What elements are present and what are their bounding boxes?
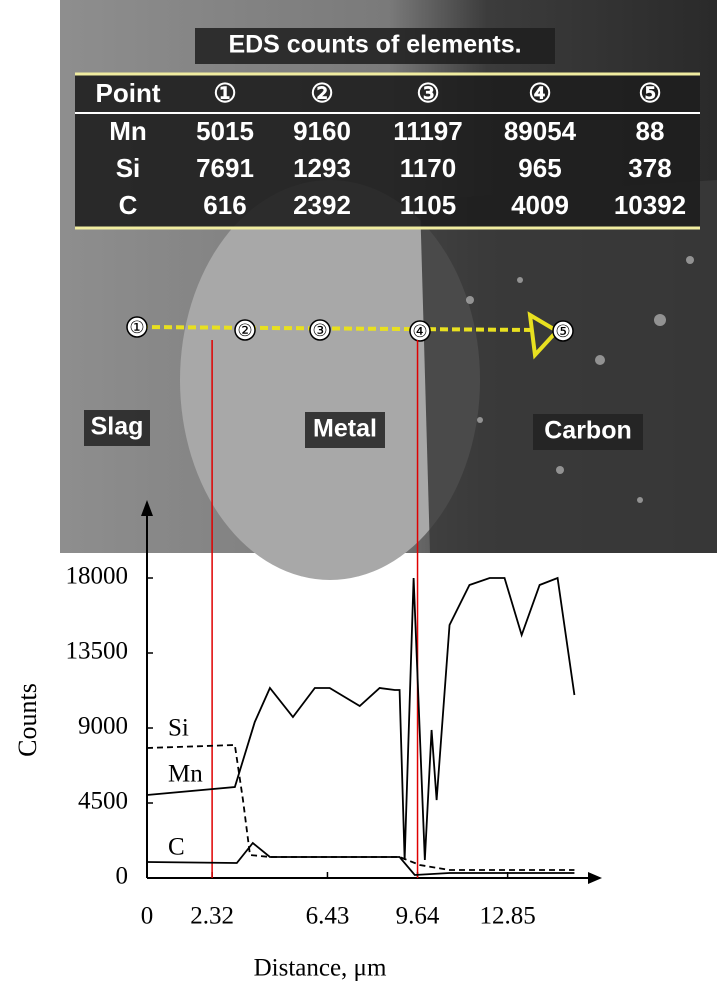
point-label: ① bbox=[129, 318, 144, 338]
series-label: Si bbox=[168, 715, 189, 742]
point-label: ④ bbox=[412, 322, 427, 342]
x-tick-label: 0 bbox=[141, 903, 154, 930]
table-cell: 10392 bbox=[614, 190, 686, 220]
table-cell: 1105 bbox=[400, 190, 456, 220]
table-cell: Si bbox=[116, 153, 141, 183]
table-title: EDS counts of elements. bbox=[228, 31, 521, 59]
x-axis-label: Distance, μm bbox=[254, 955, 387, 982]
y-axis-label: Counts bbox=[13, 683, 42, 757]
table-header: ③ bbox=[416, 78, 439, 108]
table-cell: 1170 bbox=[400, 153, 456, 183]
y-tick-label: 18000 bbox=[66, 563, 129, 590]
x-tick-label: 9.64 bbox=[396, 903, 440, 930]
series-line bbox=[147, 578, 574, 860]
y-tick-label: 13500 bbox=[66, 638, 129, 665]
table-cell: 378 bbox=[628, 153, 671, 183]
x-tick-label: 2.32 bbox=[190, 903, 234, 930]
table-cell: 11197 bbox=[393, 116, 462, 146]
table-header: ⑤ bbox=[638, 78, 661, 108]
series-label: Mn bbox=[168, 761, 203, 788]
region-label: Metal bbox=[313, 415, 377, 443]
x-axis-arrow bbox=[588, 872, 602, 884]
table-header: Point bbox=[96, 78, 161, 108]
x-tick-label: 6.43 bbox=[306, 903, 350, 930]
figure: EDS counts of elements. Point ① ② ③ ④ ⑤ Mn 5015… bbox=[0, 0, 717, 987]
point-label: ② bbox=[237, 321, 252, 341]
table-cell: 4009 bbox=[511, 190, 569, 220]
point-label: ⑤ bbox=[555, 322, 570, 342]
series-label: C bbox=[168, 834, 185, 861]
table-header: ② bbox=[310, 78, 333, 108]
table-cell: Mn bbox=[109, 116, 147, 146]
table-cell: 7691 bbox=[196, 153, 254, 183]
region-label: Slag bbox=[91, 413, 144, 441]
table-cell: 616 bbox=[203, 190, 246, 220]
table-cell: 89054 bbox=[504, 116, 577, 146]
table-cell: 2392 bbox=[293, 190, 351, 220]
series-line bbox=[147, 745, 574, 870]
table-cell: 5015 bbox=[196, 116, 254, 146]
region-label: Carbon bbox=[544, 417, 632, 445]
table-cell: 1293 bbox=[293, 153, 351, 183]
point-label: ③ bbox=[312, 321, 327, 341]
table-cell: 88 bbox=[636, 116, 665, 146]
y-tick-label: 0 bbox=[116, 863, 129, 890]
y-tick-label: 9000 bbox=[78, 713, 128, 740]
y-tick-label: 4500 bbox=[78, 788, 128, 815]
table-cell: C bbox=[119, 190, 138, 220]
table-cell: 965 bbox=[518, 153, 561, 183]
table-cell: 9160 bbox=[293, 116, 351, 146]
x-tick-label: 12.85 bbox=[480, 903, 536, 930]
table-header: ④ bbox=[528, 78, 551, 108]
table-header: ① bbox=[213, 78, 236, 108]
